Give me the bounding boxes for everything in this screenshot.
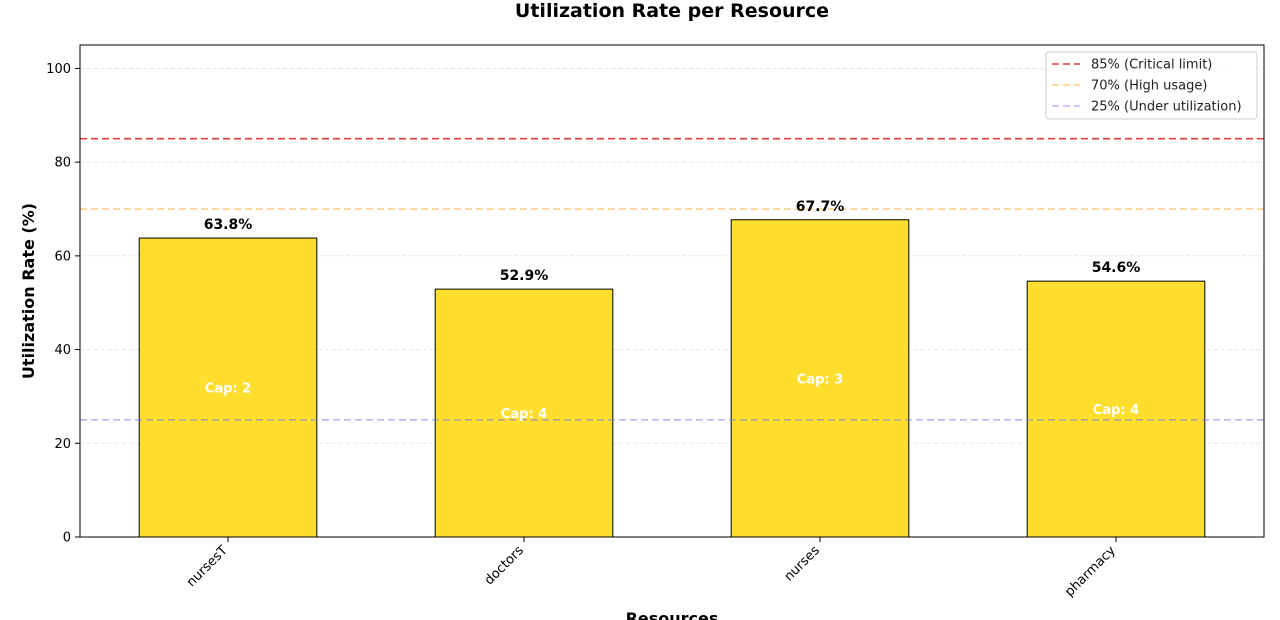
x-tick-label: pharmacy <box>1062 543 1119 600</box>
bar <box>730 219 910 538</box>
bar-value-label: 63.8% <box>204 217 253 233</box>
x-tick-label: doctors <box>482 543 527 588</box>
y-tick-label: 0 <box>63 531 71 546</box>
y-tick-label: 80 <box>54 156 71 171</box>
bar-value-label: 67.7% <box>796 199 845 215</box>
bar <box>434 288 614 538</box>
bar-capacity-label: Cap: 2 <box>205 382 251 397</box>
bar-capacity-label: Cap: 3 <box>797 372 843 387</box>
x-axis-label: Resources <box>626 609 719 620</box>
bars-layer <box>138 219 1206 538</box>
y-tick-label: 60 <box>54 249 71 264</box>
y-axis: 0 20 40 60 80 100 <box>46 62 80 546</box>
bar <box>138 237 318 538</box>
x-tick-label: nursesT <box>184 543 231 590</box>
x-tick-label: nurses <box>782 543 823 584</box>
bar <box>1026 280 1206 538</box>
bar-value-label: 52.9% <box>500 268 549 284</box>
chart-title: Utilization Rate per Resource <box>515 0 829 22</box>
legend-entry: 85% (Critical limit) <box>1091 58 1212 73</box>
y-tick-label: 100 <box>46 62 71 77</box>
legend-box <box>1045 51 1258 120</box>
bar-capacity-label: Cap: 4 <box>1093 403 1139 418</box>
legend-entry: 25% (Under utilization) <box>1091 100 1242 115</box>
plot-frame <box>79 44 1265 538</box>
legend: 85% (Critical limit) 70% (High usage) 25% … <box>1045 51 1258 120</box>
x-axis: nursesT doctors nurses pharmacy <box>184 537 1119 600</box>
y-tick-label: 20 <box>54 437 71 452</box>
legend-entry: 70% (High usage) <box>1091 79 1207 94</box>
y-axis-label: Utilization Rate (%) <box>19 203 38 379</box>
bar-value-label: 54.6% <box>1092 260 1141 276</box>
bar-capacity-label: Cap: 4 <box>501 407 547 422</box>
bar-labels-layer: 63.8% Cap: 2 52.9% Cap: 4 67.7% Cap: 3 54.6% Ca… <box>204 199 1141 422</box>
y-tick-label: 40 <box>54 343 71 358</box>
